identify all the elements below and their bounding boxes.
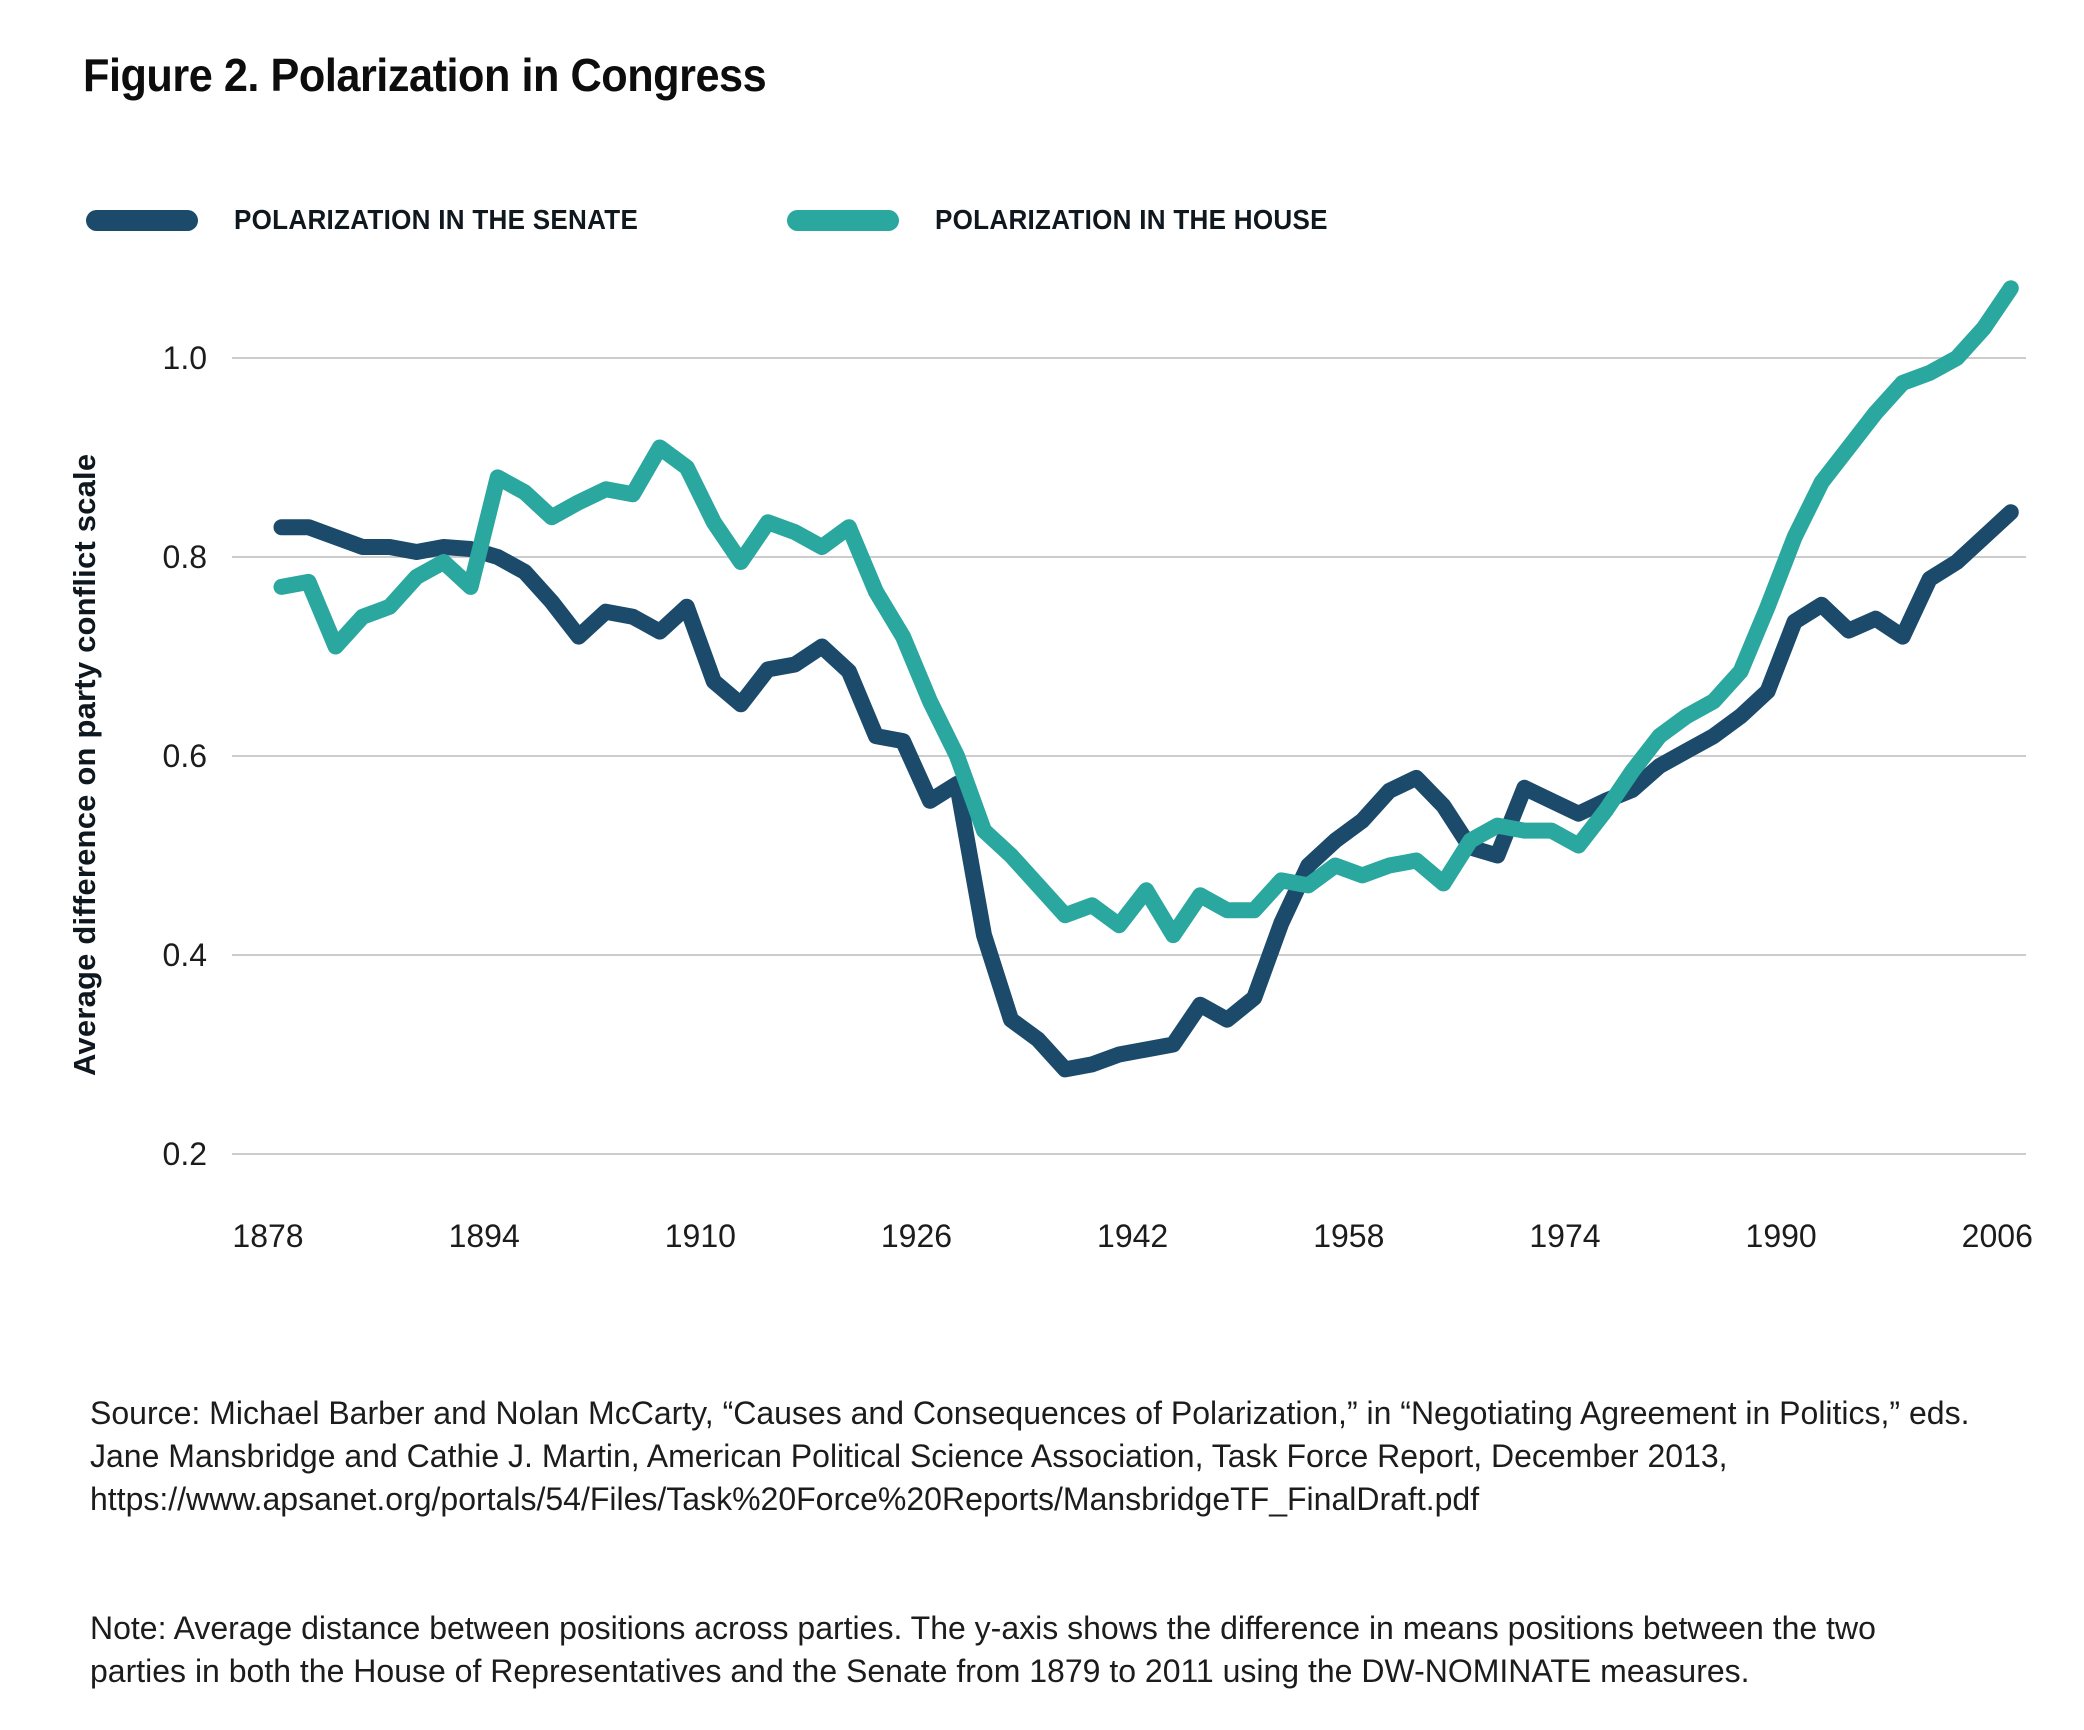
svg-text:0.4: 0.4 <box>163 937 207 973</box>
note-text: Note: Average distance between positions… <box>90 1610 1876 1689</box>
legend-label-senate: POLARIZATION IN THE SENATE <box>234 204 639 235</box>
svg-text:1958: 1958 <box>1313 1218 1384 1254</box>
svg-text:1894: 1894 <box>449 1218 520 1254</box>
svg-text:0.6: 0.6 <box>163 738 207 774</box>
house-line-swatch <box>786 209 899 231</box>
senate-line-swatch <box>86 209 198 231</box>
svg-text:1990: 1990 <box>1746 1218 1817 1254</box>
svg-text:1942: 1942 <box>1097 1218 1168 1254</box>
svg-text:1.0: 1.0 <box>163 340 207 376</box>
figure-title: Figure 2. Polarization in Congress <box>83 48 810 102</box>
svg-text:1926: 1926 <box>881 1218 952 1254</box>
svg-text:0.8: 0.8 <box>163 539 207 575</box>
legend-label-house: POLARIZATION IN THE HOUSE <box>934 204 1328 235</box>
svg-text:1878: 1878 <box>232 1218 303 1254</box>
svg-text:1910: 1910 <box>665 1218 736 1254</box>
svg-text:0.2: 0.2 <box>163 1136 207 1172</box>
svg-text:2006: 2006 <box>1962 1218 2033 1254</box>
figure-title-text: Figure 2. Polarization in Congress <box>83 49 767 101</box>
source-text: Source: Michael Barber and Nolan McCarty… <box>90 1395 1970 1517</box>
legend-item-senate: POLARIZATION IN THE SENATE <box>86 204 669 236</box>
legend-item-house: POLARIZATION IN THE HOUSE <box>786 204 1357 236</box>
chart-legend: POLARIZATION IN THE SENATE POLARIZATION … <box>86 200 1357 240</box>
svg-text:1974: 1974 <box>1529 1218 1600 1254</box>
